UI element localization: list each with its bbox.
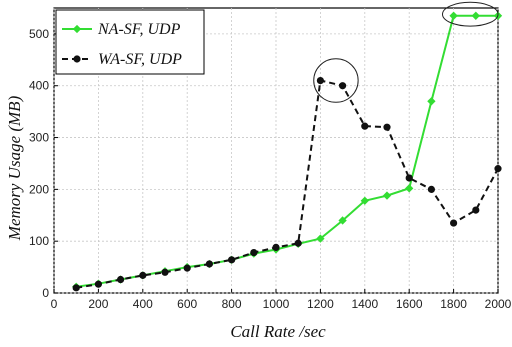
- data-point: [117, 275, 125, 284]
- data-point: [472, 206, 480, 214]
- y-axis-label: Memory Usage (MB): [5, 95, 24, 241]
- data-point: [183, 264, 191, 272]
- legend-label: WA-SF, UDP: [98, 51, 182, 68]
- data-point: [272, 243, 280, 251]
- x-tick-label: 1800: [440, 297, 467, 311]
- data-point: [405, 184, 414, 193]
- data-point: [494, 165, 502, 173]
- data-point: [72, 284, 80, 292]
- data-point: [228, 256, 236, 264]
- series-line: [76, 79, 499, 289]
- x-tick-label: 800: [222, 297, 242, 311]
- data-point: [427, 97, 436, 106]
- data-point: [338, 216, 347, 225]
- legend-entry-1: NA-SF, UDP: [62, 21, 181, 38]
- legend-swatch-marker: [73, 55, 81, 63]
- highlight-ellipse: [442, 1, 499, 27]
- data-point: [382, 191, 392, 200]
- x-tick-label: 1600: [396, 297, 423, 311]
- x-tick-label: 0: [51, 297, 58, 311]
- data-point: [449, 11, 458, 20]
- data-point: [316, 76, 324, 85]
- data-point: [316, 234, 325, 243]
- data-point: [383, 123, 391, 131]
- data-point: [338, 82, 347, 90]
- legend-label: NA-SF, UDP: [97, 21, 181, 38]
- x-tick-label: 1200: [307, 297, 334, 311]
- data-point: [139, 271, 147, 279]
- annotations: [313, 1, 499, 103]
- x-tick-label: 2000: [485, 297, 512, 311]
- data-point: [427, 185, 435, 193]
- legend: NA-SF, UDP WA-SF, UDP: [55, 9, 205, 75]
- data-point: [361, 122, 369, 130]
- x-tick-label: 200: [88, 297, 108, 311]
- legend-swatch-marker: [72, 24, 82, 34]
- highlight-ellipse: [313, 58, 359, 103]
- x-axis-label: Call Rate /sec: [230, 322, 326, 341]
- y-tick-label: 100: [29, 234, 49, 248]
- tick-labels: 0 200 400 600 800 1000 1200 1400 1600 1800 2000 0 10…: [29, 27, 512, 311]
- data-point: [161, 268, 169, 276]
- y-tick-label: 500: [29, 27, 49, 41]
- data-point: [360, 196, 369, 205]
- y-tick-label: 300: [29, 131, 49, 145]
- x-tick-label: 600: [177, 297, 197, 311]
- legend-box: [55, 9, 205, 75]
- data-point: [294, 239, 302, 247]
- data-point: [94, 280, 103, 288]
- data-point: [471, 11, 480, 20]
- y-tick-label: 400: [29, 79, 49, 93]
- x-tick-label: 1400: [351, 297, 378, 311]
- data-point: [205, 260, 213, 268]
- y-tick-label: 200: [29, 182, 49, 196]
- y-tick-label: 0: [42, 286, 49, 300]
- series-group: [72, 11, 503, 292]
- x-tick-label: 1000: [263, 297, 290, 311]
- x-tick-label: 400: [133, 297, 153, 311]
- series-2: [72, 76, 502, 292]
- data-point: [405, 174, 413, 182]
- data-point: [250, 248, 258, 257]
- legend-entry-2: WA-SF, UDP: [62, 51, 182, 68]
- data-point: [449, 219, 458, 227]
